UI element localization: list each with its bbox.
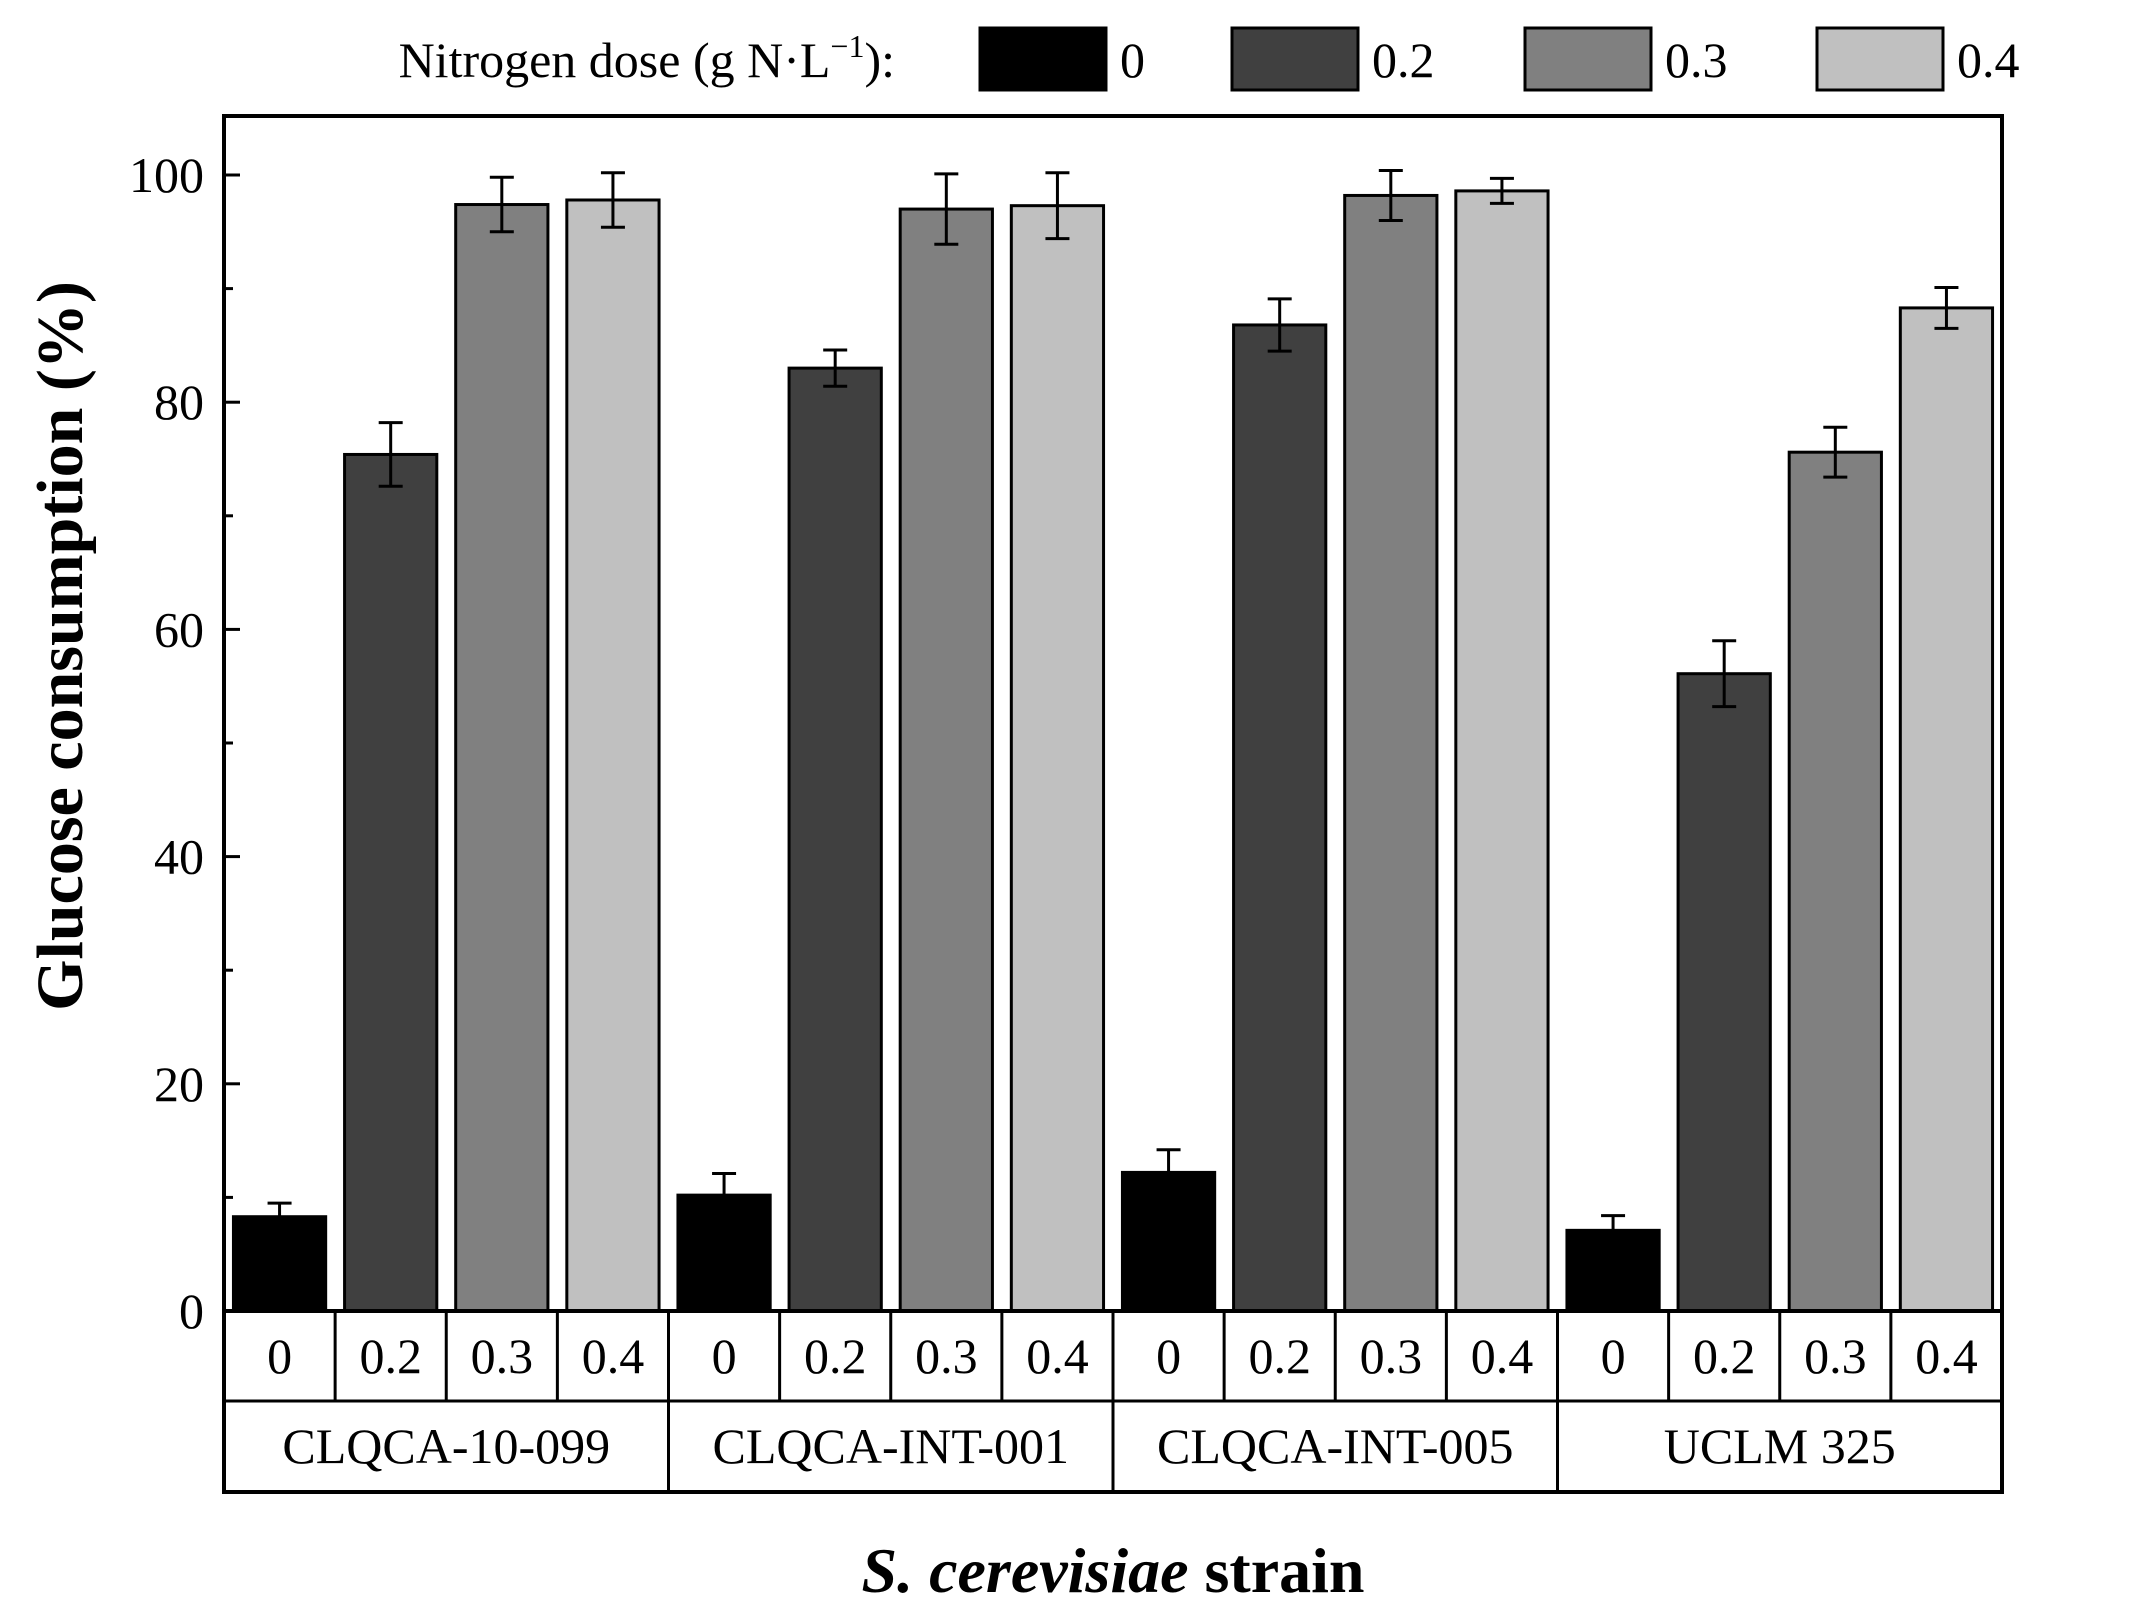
dose-label: 0.2 bbox=[1693, 1328, 1756, 1384]
bar-clqca-int-001-dose-0_4 bbox=[1009, 204, 1106, 1313]
y-axis: 0 20 40 60 80 100 bbox=[129, 147, 240, 1339]
category-table: 0 0.2 0.3 0.4 CLQCA-10-099 0 0.2 0.3 0.4 CLQCA-IN… bbox=[224, 1309, 2002, 1492]
dose-label: 0 bbox=[1601, 1328, 1626, 1384]
dose-label: 0 bbox=[267, 1328, 292, 1384]
bars-layer bbox=[231, 189, 1995, 1313]
bar-clqca-int-001-dose-0_3 bbox=[898, 207, 994, 1313]
legend-title: Nitrogen dose (g N·L−1): bbox=[399, 28, 895, 88]
bar-clqca-10-099-dose-0_2 bbox=[343, 452, 439, 1313]
bar-clqca-int-005-dose-0_2 bbox=[1232, 323, 1328, 1313]
legend-label: 0.2 bbox=[1372, 32, 1435, 88]
dose-label: 0.4 bbox=[582, 1328, 645, 1384]
dose-label: 0.3 bbox=[915, 1328, 978, 1384]
y-tick-label: 100 bbox=[129, 147, 204, 203]
dose-label: 0.2 bbox=[1248, 1328, 1311, 1384]
y-axis-title: Glucose consumption (%) bbox=[24, 281, 97, 1011]
legend-swatch bbox=[1815, 26, 1945, 92]
strain-label: CLQCA-10-099 bbox=[282, 1418, 610, 1474]
y-tick-label: 20 bbox=[154, 1056, 204, 1112]
y-tick-label: 80 bbox=[154, 374, 204, 430]
dose-label: 0.4 bbox=[1026, 1328, 1089, 1384]
error-bars-layer bbox=[267, 168, 1959, 1247]
bar-clqca-10-099-dose-0_4 bbox=[565, 198, 661, 1313]
bar-clqca-int-005-dose-0_4 bbox=[1454, 189, 1550, 1313]
x-axis-title: S. cerevisiae strain bbox=[862, 1535, 1365, 1606]
legend-item-dose-0: 0 bbox=[978, 26, 1145, 92]
legend-item-dose-0_4: 0.4 bbox=[1815, 26, 2020, 92]
bar-uclm-325-dose-0_4 bbox=[1898, 306, 1995, 1313]
legend-swatch bbox=[1523, 26, 1653, 92]
strain-label: UCLM 325 bbox=[1664, 1418, 1896, 1474]
legend-label: 0.3 bbox=[1665, 32, 1728, 88]
strain-label: CLQCA-INT-001 bbox=[713, 1418, 1069, 1474]
legend-swatch bbox=[978, 26, 1108, 92]
legend: Nitrogen dose (g N·L−1): 0 0.2 0.3 0.4 bbox=[399, 26, 2020, 92]
bar-clqca-int-005-dose-0_3 bbox=[1343, 193, 1439, 1313]
dose-label: 0.2 bbox=[804, 1328, 867, 1384]
legend-swatch bbox=[1230, 26, 1360, 92]
legend-label: 0.4 bbox=[1957, 32, 2020, 88]
dose-label: 0.4 bbox=[1915, 1328, 1978, 1384]
bar-uclm-325-dose-0_3 bbox=[1787, 450, 1883, 1313]
dose-label: 0.3 bbox=[471, 1328, 534, 1384]
strain-label: CLQCA-INT-005 bbox=[1157, 1418, 1513, 1474]
bar-uclm-325-dose-0 bbox=[1565, 1228, 1661, 1313]
dose-label: 0.3 bbox=[1804, 1328, 1867, 1384]
bar-clqca-int-001-dose-0_2 bbox=[787, 366, 883, 1313]
bar-uclm-325-dose-0_2 bbox=[1676, 672, 1772, 1313]
dose-label: 0.4 bbox=[1471, 1328, 1534, 1384]
legend-label: 0 bbox=[1120, 32, 1145, 88]
y-tick-label: 40 bbox=[154, 829, 204, 885]
legend-item-dose-0_2: 0.2 bbox=[1230, 26, 1435, 92]
legend-item-dose-0_3: 0.3 bbox=[1523, 26, 1728, 92]
bar-clqca-10-099-dose-0_3 bbox=[454, 203, 550, 1313]
y-tick-label: 0 bbox=[179, 1283, 204, 1339]
dose-label: 0 bbox=[1156, 1328, 1181, 1384]
dose-label: 0.2 bbox=[359, 1328, 422, 1384]
dose-label: 0 bbox=[712, 1328, 737, 1384]
bar-clqca-10-099-dose-0 bbox=[231, 1215, 328, 1313]
y-tick-label: 60 bbox=[154, 601, 204, 657]
dose-label: 0.3 bbox=[1360, 1328, 1423, 1384]
